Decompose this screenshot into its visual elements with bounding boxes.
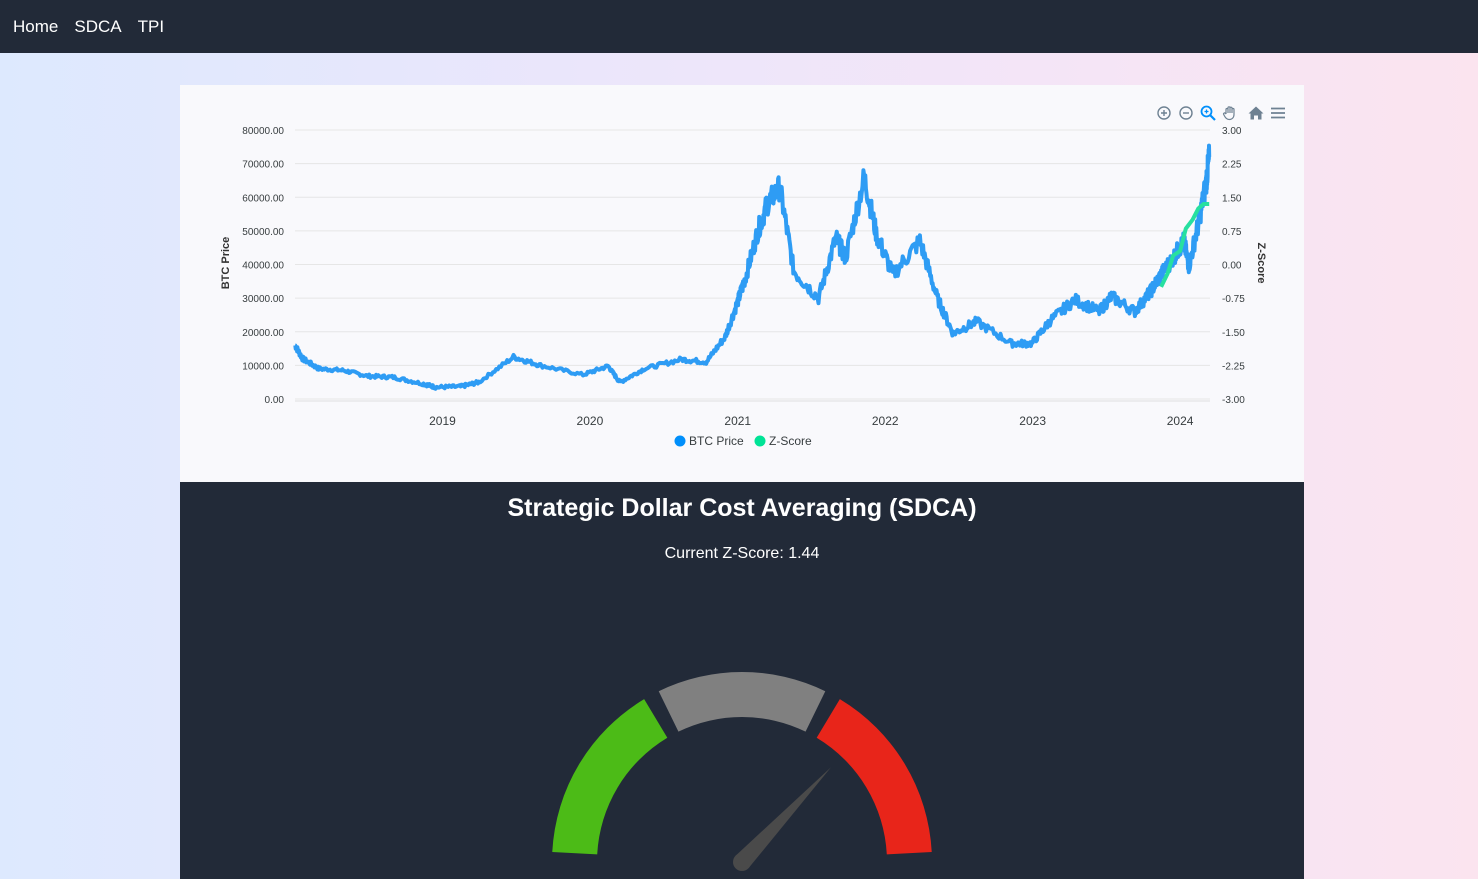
gauge-zone-red [816,699,932,855]
x-tick-label: 2022 [872,414,899,428]
btc-price-line [293,143,1212,391]
legend-marker-zscore [754,435,766,447]
x-tick-label: 2019 [429,414,456,428]
nav-home-link[interactable]: Home [13,16,59,36]
gauge-needle [735,767,831,869]
zoom-in-icon[interactable] [1155,104,1173,122]
zoom-out-icon[interactable] [1177,104,1195,122]
nav-sdca-link[interactable]: SDCA [74,16,122,36]
legend-label-btc[interactable]: BTC Price [689,434,744,448]
home-icon[interactable] [1247,104,1265,122]
zscore-line [1159,202,1210,288]
y-tick-label: 70000.00 [242,160,284,171]
y-tick-label: 60000.00 [242,193,284,204]
zoom-select-icon[interactable] [1199,104,1217,122]
x-tick-label: 2024 [1167,414,1194,428]
pan-icon[interactable] [1221,104,1239,122]
x-tick-label: 2020 [577,414,604,428]
x-tick-label: 2023 [1019,414,1046,428]
x-tick-label: 2021 [724,414,751,428]
btc-zscore-chart: 0.00 10000.00 20000.00 30000.00 40000.00 5000… [220,126,1267,448]
y-tick-label: 20000.00 [242,328,284,339]
y2-tick-label: 1.50 [1222,193,1242,204]
legend-label-zscore[interactable]: Z-Score [769,434,812,448]
y-tick-label: 0.00 [265,395,285,406]
y-tick-label: 40000.00 [242,261,284,272]
gauge-zone-green [552,699,668,855]
sdca-panel: Strategic Dollar Cost Averaging (SDCA) C… [180,482,1304,879]
chart-toolbar [1155,104,1287,122]
y-tick-label: 50000.00 [242,227,284,238]
current-zscore-text: Current Z-Score: 1.44 [664,545,820,562]
nav-tpi-link[interactable]: TPI [137,16,165,36]
gauge-needle-hub [733,853,751,871]
y-axis-title: BTC Price [220,237,232,290]
y2-tick-label: -2.25 [1222,361,1245,372]
y2-tick-label: 3.00 [1222,126,1242,137]
y2-axis-title: Z-Score [1255,243,1267,284]
sdca-title: Strategic Dollar Cost Averaging (SDCA) [507,494,977,522]
gauge-zone-gray [658,672,826,732]
y-tick-label: 80000.00 [242,126,284,137]
y-tick-label: 10000.00 [242,361,284,372]
y-tick-label: 30000.00 [242,294,284,305]
zscore-gauge [552,672,932,871]
legend-marker-btc [674,435,686,447]
y2-tick-label: 2.25 [1222,160,1242,171]
y2-tick-label: -1.50 [1222,328,1245,339]
menu-icon[interactable] [1269,104,1287,122]
chart-card: 0.00 10000.00 20000.00 30000.00 40000.00 5000… [180,85,1304,482]
y2-tick-label: -3.00 [1222,395,1245,406]
top-navbar: Home SDCA TPI [0,0,1478,53]
y2-tick-label: 0.00 [1222,261,1242,272]
chart-legend: BTC Price Z-Score [674,434,812,448]
y2-tick-label: -0.75 [1222,294,1245,305]
y2-tick-label: 0.75 [1222,227,1242,238]
